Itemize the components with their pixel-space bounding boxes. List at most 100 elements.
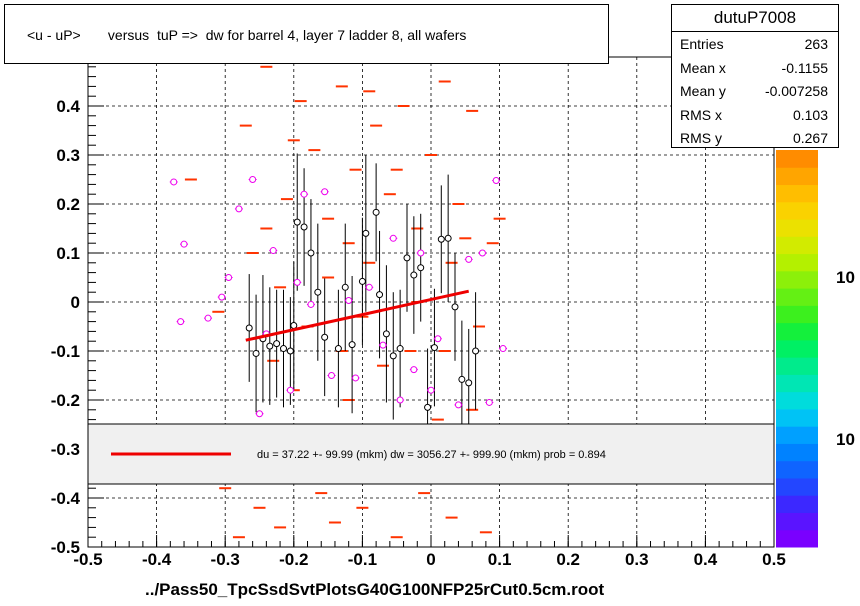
colorbar-cell: [776, 219, 818, 237]
stats-value: -0.007258: [764, 83, 828, 99]
color-palette: [776, 150, 818, 548]
fit-line: [245, 289, 470, 342]
profile-point: [300, 223, 308, 231]
profile-point-alt: [177, 318, 185, 326]
colorbar-cell: [776, 184, 818, 203]
colorbar-cell: [776, 357, 818, 375]
profile-point-alt: [478, 249, 486, 257]
colorbar-cell: [776, 322, 818, 341]
colorbar-cell: [776, 167, 818, 186]
colorbar-cell: [776, 201, 818, 220]
profile-point: [424, 403, 432, 411]
profile-point: [280, 345, 288, 353]
profile-point: [403, 254, 411, 262]
profile-point-alt: [427, 386, 435, 394]
y-tick-label: -0.1: [51, 342, 80, 361]
profile-point: [382, 330, 390, 338]
colorbar-cell: [776, 374, 818, 393]
profile-point-alt: [410, 366, 418, 374]
colorbar-cell: [776, 236, 818, 255]
colorbar-cell: [776, 529, 818, 548]
profile-point-alt: [345, 297, 353, 305]
colorbar-cell: [776, 495, 818, 513]
y-tick-label: 0.4: [56, 97, 80, 116]
colorbar-cell: [776, 339, 818, 358]
profile-point: [410, 271, 418, 279]
colorbar-cell: [776, 305, 818, 324]
profile-point-alt: [465, 255, 473, 263]
colorbar-labels: 10 10: [836, 268, 855, 449]
profile-point-alt: [170, 178, 178, 186]
profile-point: [266, 342, 274, 350]
colorbar-cell: [776, 426, 818, 444]
x-tick-label: 0.1: [488, 550, 512, 569]
x-tick-label: 0.2: [556, 550, 580, 569]
profile-point: [334, 345, 342, 353]
stats-row-mean-y: Mean y -0.007258: [672, 79, 838, 103]
profile-point-alt: [218, 293, 226, 301]
profile-point: [376, 291, 384, 299]
profile-point-alt: [485, 398, 493, 406]
x-tick-label: -0.5: [73, 550, 102, 569]
profile-point-alt: [249, 176, 257, 183]
stats-key: Entries: [680, 36, 724, 52]
profile-point: [245, 324, 253, 332]
y-tick-label: -0.4: [51, 489, 81, 508]
stats-row-entries: Entries 263: [672, 32, 838, 56]
profile-point: [362, 229, 370, 237]
fit-line-segment: [245, 289, 470, 342]
profile-point: [472, 347, 480, 355]
y-tick-label: -0.3: [51, 440, 80, 459]
profile-point: [314, 288, 322, 296]
colorbar-label: 10: [836, 268, 855, 287]
profile-point: [252, 349, 260, 357]
colorbar-cell: [776, 512, 818, 531]
profile-point: [273, 340, 281, 348]
profile-point-alt: [389, 234, 397, 242]
colorbar-cell: [776, 477, 818, 496]
profile-point: [348, 341, 356, 349]
stats-value: -0.1155: [781, 59, 828, 76]
profile-point: [389, 352, 397, 360]
profile-point: [286, 347, 294, 355]
colorbar-cell: [776, 391, 818, 410]
stats-box: dutuP7008 Entries 263 Mean x -0.1155 Mean …: [671, 4, 839, 148]
profile-point-alt: [300, 190, 308, 198]
profile-point-alt: [434, 335, 442, 343]
x-tick-label: 0.5: [762, 550, 786, 569]
profile-point: [458, 375, 466, 383]
profile-point-alt: [417, 249, 425, 257]
x-tick-label: -0.4: [142, 550, 172, 569]
profile-point-alt: [499, 345, 507, 353]
profile-point-alt: [293, 278, 301, 286]
profile-point-alt: [204, 314, 212, 322]
stats-key: Mean y: [680, 83, 726, 99]
profile-point-alt: [492, 176, 500, 184]
x-tick-label: -0.2: [279, 550, 308, 569]
profile-point: [396, 345, 404, 353]
y-tick-label: 0: [71, 293, 80, 312]
profile-point: [451, 303, 459, 311]
profile-point: [417, 264, 425, 272]
stats-row-rms-y: RMS y 0.267: [672, 126, 838, 150]
profile-point: [290, 322, 298, 330]
profile-point-alt: [269, 247, 277, 255]
profile-point: [341, 283, 349, 291]
colorbar-cell: [776, 408, 818, 427]
stats-key: RMS y: [680, 130, 722, 146]
x-tick-label: -0.3: [211, 550, 240, 569]
profile-point: [372, 208, 380, 216]
stats-value: 0.267: [792, 130, 828, 146]
profile-point-alt: [225, 274, 233, 281]
profile-point: [444, 234, 452, 242]
stats-value: 263: [804, 36, 828, 52]
colorbar-cell: [776, 288, 818, 306]
profile-point-alt: [352, 374, 360, 382]
profile-point-alt: [321, 188, 329, 196]
axes: -0.5 -0.4 -0.3 -0.2 -0.1 0 0.1 0.2 0.3 0.4 0.5 -0.5…: [51, 48, 786, 569]
plot-title: <u - uP> versus tuP => dw for barrel 4, …: [27, 27, 467, 43]
profile-point-alt: [180, 240, 188, 248]
x-axis-title: ../Pass50_TpcSsdSvtPlotsG40G100NFP25rCut…: [145, 580, 605, 599]
legend-text: du = 37.22 +- 99.99 (mkm) dw = 3056.27 +…: [257, 449, 606, 461]
